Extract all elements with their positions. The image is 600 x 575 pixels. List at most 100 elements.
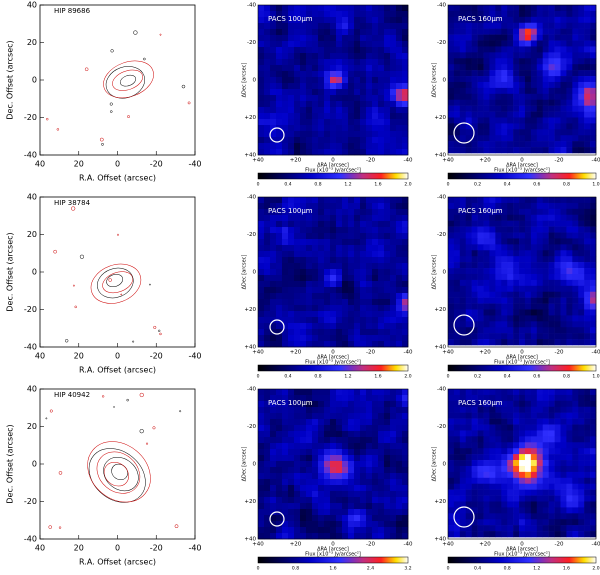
pixel	[348, 89, 355, 96]
pixel	[566, 400, 573, 408]
pixel	[354, 77, 361, 84]
pixel	[483, 262, 490, 269]
colorbar-tick-label: 0.8	[292, 566, 299, 572]
pixel	[276, 311, 283, 318]
pixel	[507, 28, 514, 35]
pixel	[372, 11, 379, 18]
colorbar-label: Flux [x10⁻³ Jy/arcsec²]	[305, 168, 361, 174]
pixel	[378, 119, 385, 126]
pixel	[402, 113, 409, 120]
pixel	[378, 59, 385, 66]
pixel	[495, 442, 502, 449]
pixel	[554, 291, 561, 298]
pixel	[348, 401, 355, 408]
pixel	[489, 291, 496, 298]
pixel	[318, 533, 325, 540]
image-panel	[258, 197, 409, 348]
pixel	[495, 256, 502, 263]
pixel	[300, 449, 307, 456]
pixel	[306, 95, 313, 102]
pixel	[294, 83, 301, 90]
y-tick-label: -20	[24, 497, 37, 506]
pixel	[294, 137, 301, 144]
y-tick-label: -20	[24, 305, 37, 314]
pixel	[560, 70, 567, 77]
pixel	[459, 273, 467, 281]
pixel	[372, 437, 379, 444]
pixel	[336, 491, 343, 498]
pixel	[554, 22, 561, 29]
pixel	[360, 65, 367, 72]
pixel	[288, 461, 295, 468]
pixel	[366, 233, 373, 240]
pixel	[258, 113, 265, 120]
pixel	[477, 40, 484, 47]
pixel	[366, 293, 373, 300]
pixel	[590, 333, 597, 340]
pixel	[354, 323, 361, 330]
pixel	[360, 221, 367, 228]
pixel	[342, 29, 349, 36]
pixel	[306, 485, 313, 492]
pixel	[372, 491, 379, 498]
colorbar-tick-label: 0	[447, 566, 450, 572]
pixel	[524, 70, 532, 77]
pixel	[542, 238, 549, 245]
pixel	[489, 268, 496, 275]
pixel	[459, 507, 467, 514]
contour	[111, 463, 128, 481]
pixel	[542, 442, 549, 449]
pixel	[264, 41, 271, 48]
pixel	[390, 239, 397, 246]
pixel	[372, 311, 379, 318]
pixel	[360, 131, 367, 138]
pixel	[294, 503, 301, 510]
pixel	[560, 400, 567, 408]
pixel	[489, 81, 496, 89]
pixel	[378, 233, 385, 240]
pixel	[378, 47, 385, 54]
pixel	[366, 107, 373, 114]
pixel	[384, 59, 391, 66]
pixel	[465, 46, 472, 53]
pixel	[513, 519, 520, 526]
pixel	[471, 197, 478, 204]
pixel	[258, 443, 265, 450]
pixel	[548, 389, 555, 396]
pixel	[548, 471, 555, 479]
pixel	[501, 436, 508, 443]
pixel	[264, 5, 271, 12]
pixel	[477, 400, 484, 408]
pixel	[519, 64, 526, 71]
pixel	[530, 501, 538, 508]
pixel	[501, 489, 508, 496]
pixel	[572, 232, 579, 239]
pixel	[318, 275, 325, 282]
pixel	[342, 131, 349, 138]
pixel	[324, 305, 331, 312]
pixel	[489, 303, 496, 310]
pixel	[566, 214, 573, 221]
pixel	[282, 299, 289, 306]
pixel	[390, 263, 397, 270]
pixel	[578, 220, 585, 227]
pixel	[276, 215, 283, 222]
pixel	[342, 149, 349, 156]
pixel	[507, 232, 514, 239]
pixel	[366, 443, 373, 450]
pixel	[282, 113, 289, 120]
x-tick-label: +40	[442, 350, 454, 356]
pixel	[360, 467, 367, 474]
pixel	[448, 135, 455, 142]
pixel	[554, 129, 561, 136]
pixel	[288, 509, 295, 516]
pixel	[312, 389, 319, 396]
pixel	[318, 119, 325, 126]
pixel	[590, 262, 597, 269]
pixel	[453, 303, 461, 310]
pixel	[566, 147, 573, 154]
pixel	[548, 10, 555, 18]
pixel	[453, 262, 461, 269]
pixel	[270, 461, 277, 468]
pixel	[572, 406, 579, 413]
